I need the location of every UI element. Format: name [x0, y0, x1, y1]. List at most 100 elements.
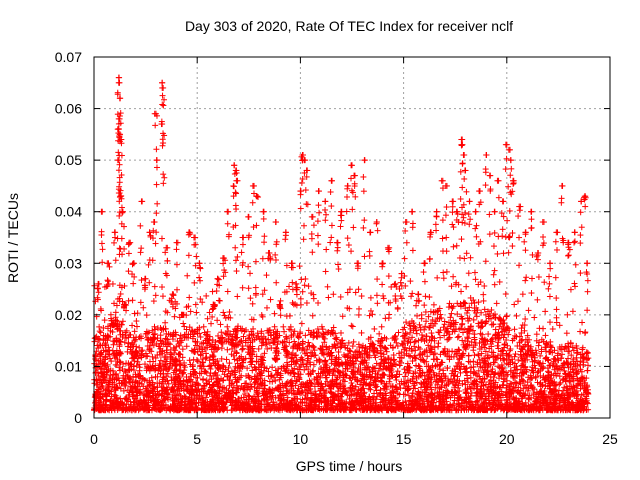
- data-point: [571, 384, 578, 391]
- data-point: [549, 325, 556, 332]
- data-point: [545, 285, 552, 292]
- data-point: [471, 369, 478, 376]
- data-point: [315, 299, 322, 306]
- data-point: [252, 284, 259, 291]
- data-point: [573, 354, 580, 361]
- data-point: [203, 292, 210, 299]
- data-point: [184, 272, 191, 279]
- data-point: [430, 301, 437, 308]
- data-point: [396, 350, 403, 357]
- data-point: [192, 301, 199, 308]
- data-point: [223, 356, 230, 363]
- data-point: [121, 282, 128, 289]
- data-point: [459, 380, 466, 387]
- data-point: [120, 361, 127, 368]
- data-point: [162, 319, 169, 326]
- data-point: [302, 332, 309, 339]
- data-point: [247, 295, 254, 302]
- data-point: [395, 329, 402, 336]
- data-point: [465, 352, 472, 359]
- data-point: [455, 333, 462, 340]
- data-point: [410, 385, 417, 392]
- data-point: [271, 323, 278, 330]
- data-point: [261, 287, 268, 294]
- data-point: [493, 300, 500, 307]
- data-point: [263, 272, 270, 279]
- data-point: [131, 310, 138, 317]
- data-point: [262, 341, 269, 348]
- data-point: [519, 291, 526, 298]
- data-point: [283, 334, 290, 341]
- data-point: [200, 376, 207, 383]
- data-point: [347, 348, 354, 355]
- data-point: [496, 375, 503, 382]
- data-point: [370, 348, 377, 355]
- data-point: [277, 391, 284, 398]
- data-point: [324, 283, 331, 290]
- data-point: [217, 321, 224, 328]
- data-point: [403, 319, 410, 326]
- data-point: [117, 290, 124, 297]
- data-point: [564, 355, 571, 362]
- data-point: [503, 313, 510, 320]
- data-point: [450, 243, 457, 250]
- data-point: [358, 293, 365, 300]
- data-point: [150, 342, 157, 349]
- data-point: [188, 347, 195, 354]
- data-point: [416, 363, 423, 370]
- data-point: [220, 309, 227, 316]
- data-point: [577, 328, 584, 335]
- data-point: [478, 323, 485, 330]
- data-point: [513, 312, 520, 319]
- data-point: [454, 334, 461, 341]
- data-point: [226, 360, 233, 367]
- data-point: [286, 283, 293, 290]
- data-point: [524, 332, 531, 339]
- data-point: [553, 314, 560, 321]
- data-point: [490, 271, 497, 278]
- data-point: [521, 327, 528, 334]
- data-point: [96, 323, 103, 330]
- data-point: [243, 326, 250, 333]
- data-point: [528, 290, 535, 297]
- data-point: [186, 357, 193, 364]
- data-point: [176, 350, 183, 357]
- data-point: [584, 355, 591, 362]
- data-point: [322, 357, 329, 364]
- data-point: [389, 372, 396, 379]
- data-point: [162, 308, 169, 315]
- data-point: [186, 324, 193, 331]
- data-point: [409, 393, 416, 400]
- data-point: [349, 343, 356, 350]
- data-point: [418, 331, 425, 338]
- data-point: [277, 297, 284, 304]
- data-point: [415, 337, 422, 344]
- data-point: [413, 330, 420, 337]
- data-point: [412, 347, 419, 354]
- data-point: [386, 375, 393, 382]
- data-point: [511, 326, 518, 333]
- data-point: [470, 316, 477, 323]
- data-point: [349, 323, 356, 330]
- data-point: [405, 386, 412, 393]
- data-point: [157, 332, 164, 339]
- data-point: [271, 310, 278, 317]
- data-point: [152, 326, 159, 333]
- data-point: [209, 313, 216, 320]
- data-point: [280, 323, 287, 330]
- data-point: [378, 323, 385, 330]
- data-point: [253, 358, 260, 365]
- data-point: [465, 335, 472, 342]
- data-point: [298, 276, 305, 283]
- data-point: [454, 300, 461, 307]
- data-point: [473, 313, 480, 320]
- data-point: [498, 325, 505, 332]
- data-point: [482, 348, 489, 355]
- data-point: [140, 304, 147, 311]
- data-point: [307, 379, 314, 386]
- data-point: [441, 332, 448, 339]
- data-point: [332, 335, 339, 342]
- data-point: [542, 332, 549, 339]
- data-point: [121, 339, 128, 346]
- data-point: [463, 283, 470, 290]
